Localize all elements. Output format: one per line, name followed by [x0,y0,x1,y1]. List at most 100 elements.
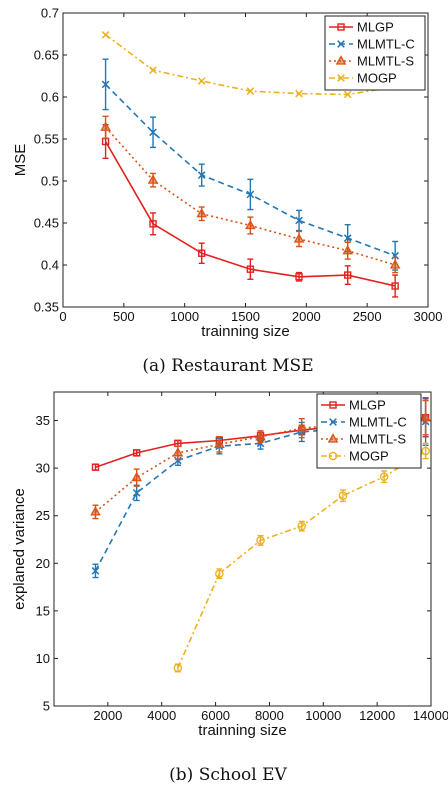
legend: MLGP MLMTL-C MLMTL-S MOGP [324,15,426,91]
legend-box [316,393,422,469]
data-point [173,663,183,673]
data-point [343,234,352,242]
data-point [132,449,141,457]
data-point [420,411,431,422]
x-tick-label: 3000 [414,309,443,324]
legend-label: MOGP [349,449,389,464]
series-line [177,450,427,669]
y-tick-label: 15 [36,603,50,618]
data-point [215,569,224,579]
x-tick-label: 2000 [292,309,321,324]
data-point [295,216,303,225]
data-point [100,121,111,131]
data-point [147,174,159,184]
legend-label: MLMTL-C [349,415,407,430]
caption-school-ev: (b) School EV [169,765,287,785]
data-point [149,66,157,74]
x-axis-label: trainning size [201,323,289,340]
data-point [246,87,255,95]
legend-marker [327,433,339,443]
series-mlmtl-s [100,115,401,274]
data-point [197,171,206,179]
chart-restaurant-mse: 0 500 1000 1500 2000 2500 3000 0.35 0.4 0.45 0.5 0.… [12,6,442,341]
data-point [172,447,184,457]
x-tick-label: 0 [59,309,66,324]
data-point [149,128,157,137]
data-point [295,273,303,281]
x-tick-label: 4000 [147,708,176,723]
x-tick-label: 10000 [305,708,341,723]
data-point [338,491,348,501]
legend-marker [328,451,338,461]
legend-marker [337,74,345,82]
x-tick-label: 2500 [353,309,382,324]
data-point [91,463,100,471]
y-tick-label: 5 [43,699,50,714]
series-mlgp [101,124,399,298]
data-point [379,472,389,481]
legend-label: MLMTL-C [357,37,415,52]
series-mlmtl-s [90,399,431,520]
legend-label: MLGP [349,398,386,413]
y-tick-label: 25 [36,508,50,523]
data-point [295,89,303,98]
data-point [342,244,354,255]
plot-area-frame [53,391,432,707]
y-tick-label: 35 [36,413,50,428]
y-tick-label: 10 [36,651,50,666]
x-tick-label: 12000 [359,708,395,723]
y-axis-label: explaned variance [11,488,28,610]
legend: MLGP MLMTL-C MLMTL-S MOGP [316,393,422,469]
x-tick-label: 500 [113,309,135,324]
data-point [101,31,110,39]
data-point [421,446,430,456]
data-point [256,536,265,545]
data-point [246,265,255,273]
data-point [149,220,157,228]
y-tick-label: 0.7 [41,6,59,21]
data-point [343,90,352,99]
y-tick-label: 30 [36,461,50,476]
data-point [196,207,208,218]
legend-marker [337,40,345,48]
x-tick-label: 2000 [93,708,122,723]
x-tick-label: 14000 [413,708,448,723]
legend-marker [337,23,345,31]
series-mlmtl-c [101,58,399,271]
legend-label: MOGP [357,71,397,86]
y-tick-label: 0.35 [34,300,59,315]
legend-label: MLMTL-S [357,54,414,69]
data-point [174,456,182,465]
x-tick-label: 1500 [231,309,260,324]
data-point [197,77,206,85]
data-point [131,471,142,482]
data-point [91,567,100,575]
y-tick-label: 0.45 [34,216,59,231]
data-point [246,190,255,199]
legend-label: MLGP [357,20,394,35]
chart-school-ev: 2000 4000 6000 8000 10000 12000 14000 5 10 15 20 25… [11,391,448,739]
data-point [389,259,401,269]
x-axis-label: trainning size [198,722,286,739]
y-tick-label: 0.5 [41,174,59,189]
legend-marker [335,55,347,65]
data-point [255,430,266,441]
y-axis-label: MSE [12,144,29,177]
y-tick-label: 0.4 [41,258,59,273]
legend-marker [329,401,337,409]
data-point [293,233,305,243]
x-tick-label: 8000 [255,708,284,723]
y-tick-label: 0.65 [34,48,59,63]
y-tick-label: 0.6 [41,90,59,105]
legend-marker [329,418,337,426]
legend-label: MLMTL-S [349,432,406,447]
data-point [344,271,352,279]
x-tick-label: 1000 [170,309,199,324]
data-point [245,219,256,230]
data-point [101,80,110,89]
data-point [256,439,265,448]
x-tick-label: 6000 [201,708,230,723]
y-tick-label: 0.55 [34,132,59,147]
y-tick-label: 20 [36,556,50,571]
data-point [214,438,225,448]
